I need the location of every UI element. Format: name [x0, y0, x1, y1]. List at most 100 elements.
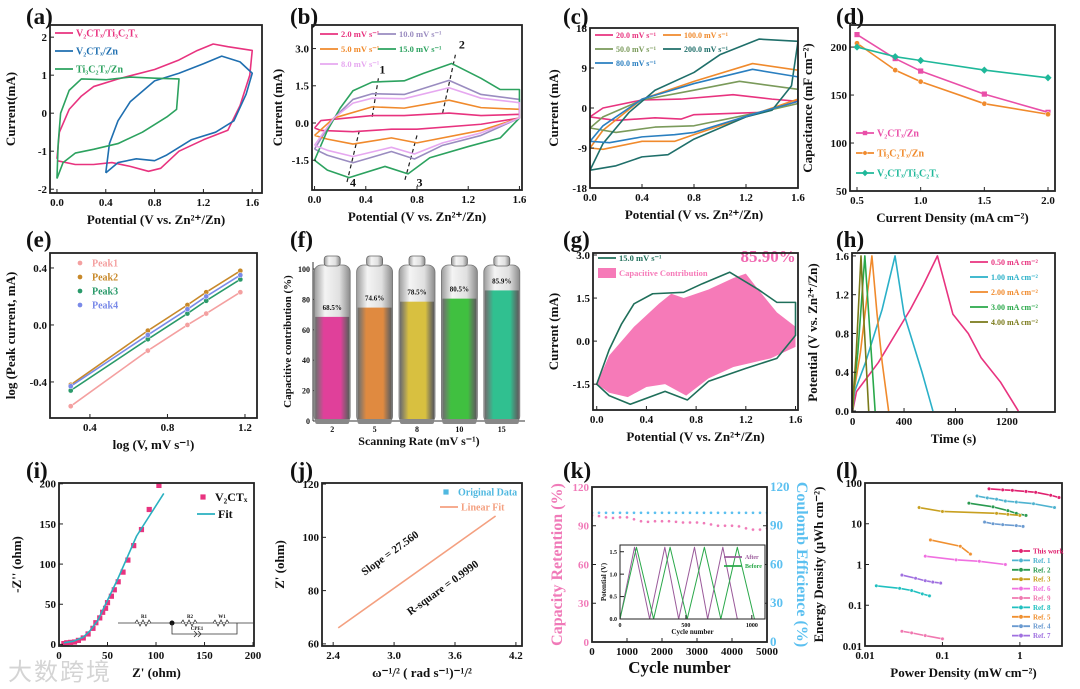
x-tick-label: 2: [330, 425, 334, 434]
series-line: [590, 62, 798, 151]
legend-label: Peak1: [92, 259, 118, 270]
annotation: 85.90%: [741, 247, 796, 266]
annotation: 4: [350, 175, 356, 189]
x-tick-label: 0.4: [635, 192, 649, 204]
series-v-ct-zn: [854, 31, 1051, 115]
plot-area: [56, 43, 254, 179]
legend-marker: [1018, 567, 1024, 573]
battery-cap: [323, 255, 341, 267]
legend-item: 15.0 mV s⁻¹: [598, 253, 662, 263]
battery-fill: [442, 298, 477, 419]
data-point: [1023, 513, 1029, 518]
battery-fill: [315, 316, 350, 419]
battery-bar: 78.5%: [398, 255, 436, 424]
y-tick-label: 0: [42, 108, 48, 120]
data-point: [923, 578, 928, 583]
circuit-label: R2: [187, 615, 194, 620]
y-tick-label: 50: [836, 186, 848, 198]
plot-area: [852, 255, 1020, 412]
data-point: [85, 631, 91, 637]
y-tick-label: 60: [308, 639, 320, 651]
legend-item: 2.00 mA cm⁻²: [970, 288, 1038, 297]
data-point: [611, 516, 615, 520]
y-axis-label: Z' (ohm): [272, 540, 287, 589]
series-2-0-mv-s-: [313, 112, 521, 133]
series-peak3: [67, 276, 244, 394]
series-ref-8: [874, 583, 932, 598]
y-tick-label: 60: [578, 559, 590, 571]
data-point: [237, 289, 244, 296]
legend-marker: [77, 274, 83, 280]
y-tick-label: 0.8: [835, 328, 849, 340]
data-point: [639, 519, 643, 524]
y-tick-label: 1.5: [576, 293, 590, 305]
series-v-ct-ti-c-t-: [56, 43, 254, 173]
y-tick-label: 10: [851, 519, 863, 531]
legend-label: 100.0 mV s⁻¹: [684, 31, 729, 40]
data-point: [61, 640, 67, 646]
data-point: [156, 483, 162, 489]
data-point: [146, 506, 152, 513]
panel-c: (c) 0.0 0.4 0.8 1.2 1.6 -18 -9 0 9 18 Potential (V …: [546, 4, 805, 222]
panel-label: (l): [836, 458, 858, 483]
data-point: [660, 510, 664, 515]
series-before: [620, 546, 755, 619]
series-line: [856, 33, 1049, 114]
y-tick-label: 1.0: [610, 572, 618, 578]
series-100-0-mv-s-: [590, 62, 798, 151]
bar-value-label: 74.6%: [365, 295, 384, 303]
series-this-work: [987, 486, 1062, 500]
data-point: [145, 332, 151, 338]
panel-f: (f) 0 20 40 60 80 100 68.5% 2 74.6% 5 78.5% 8 80.5% 10…: [282, 227, 525, 448]
legend-item: Ref. 6: [1012, 585, 1051, 593]
series-1-00-ma-cm-: [852, 255, 934, 412]
x-tick-label: 1.2: [739, 414, 753, 426]
x-tick-label: 1.5: [977, 195, 991, 207]
series-ti-c-t-zn: [854, 40, 1051, 118]
x-tick-label: 50: [102, 650, 114, 662]
x-axis-label: Current Density (mA cm⁻²): [876, 210, 1028, 225]
data-point: [891, 53, 899, 61]
data-point: [975, 493, 980, 499]
y-tick-label: 0: [584, 637, 590, 649]
legend-label: Linear Fit: [461, 503, 505, 514]
series-200-0-mv-s-: [590, 38, 798, 172]
legend-item: 200.0 mV s⁻¹: [663, 45, 729, 54]
legend-marker: [77, 260, 83, 266]
legend-label: V₂CTₓ/Ti₃C₂Tₓ: [877, 169, 939, 180]
series-8-0-mv-s-: [313, 86, 521, 158]
plot-area: [853, 31, 1052, 118]
data-point: [1003, 562, 1008, 567]
y-axis-label: Potential (V vs. Zn²⁺/Zn): [805, 263, 820, 401]
battery-fill: [484, 290, 519, 419]
data-point: [131, 543, 137, 549]
series-10-0-mv-s-: [313, 79, 521, 164]
data-point: [1000, 522, 1005, 527]
series-line: [925, 555, 1006, 566]
data-point: [928, 537, 933, 543]
data-point: [1021, 524, 1026, 529]
data-point: [744, 510, 748, 515]
series-fit: [63, 493, 165, 644]
y-axis-label: Energy Density (µWh cm⁻²): [811, 487, 826, 643]
battery-fill: [400, 301, 434, 419]
legend-label: 3.00 mA cm⁻²: [991, 303, 1038, 312]
panel-g: (g) 85.90% 0.0 0.4 0.8 1.2 1.6 -1.5 0.0 1.5 3.0 Pot…: [546, 227, 803, 444]
y-tick-label: 3.0: [576, 250, 590, 262]
data-point: [674, 520, 678, 524]
data-point: [71, 639, 78, 645]
y-axis-label: Potential (V): [600, 562, 608, 601]
legend-item: Peak3: [77, 287, 118, 298]
legend-label: After: [745, 555, 759, 561]
data-point: [716, 510, 720, 515]
battery-cap: [408, 255, 426, 267]
data-point: [917, 56, 925, 65]
data-point: [639, 510, 643, 515]
legend-item: 4.00 mA cm⁻²: [970, 318, 1038, 327]
series-ref-5: [928, 537, 973, 557]
legend-label: This work: [1033, 547, 1064, 555]
data-point: [681, 520, 685, 525]
data-point: [751, 527, 755, 532]
data-point: [927, 593, 932, 598]
